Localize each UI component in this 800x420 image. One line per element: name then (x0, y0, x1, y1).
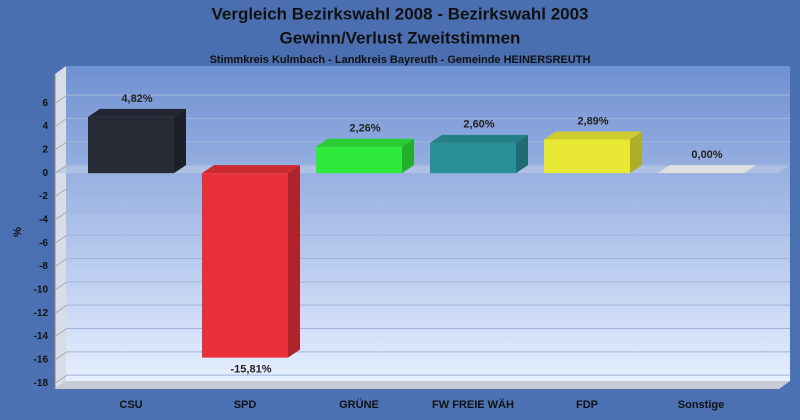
grid-line (54, 328, 68, 337)
y-tick-label: 0 (42, 168, 48, 179)
value-label: 2,60% (463, 119, 494, 131)
value-label: 0,00% (691, 149, 722, 161)
bar-top (202, 165, 300, 174)
y-tick-label: -16 (34, 354, 49, 365)
y-tick-label: -6 (39, 238, 48, 249)
bar-side (288, 165, 300, 358)
y-tick-label: -4 (39, 214, 48, 225)
grid-line (54, 304, 68, 314)
x-tick-label: CSU (119, 399, 142, 411)
grid-line (54, 374, 68, 384)
y-tick-label: -14 (34, 331, 49, 342)
bar (544, 139, 630, 174)
x-tick-label: GRÜNE (339, 398, 379, 411)
y-tick-label: -12 (34, 308, 49, 319)
x-tick-label: Sonstige (678, 399, 724, 411)
bar-top (88, 108, 186, 117)
grid-line (54, 211, 68, 221)
grid-line (54, 258, 68, 267)
grid-line (54, 234, 68, 244)
bar-top (430, 134, 528, 143)
x-tick-label: SPD (234, 399, 257, 411)
marks (88, 108, 756, 358)
value-label: 4,82% (121, 93, 152, 105)
chart-subtitle: Gewinn/Verlust Zweitstimmen (280, 28, 521, 47)
bar (316, 146, 402, 174)
bar-top (658, 165, 756, 174)
bar-side (174, 108, 186, 174)
x-tick-label: FW FREIE WÄH (432, 398, 514, 411)
y-tick-label: 2 (42, 144, 48, 155)
chart-title: Vergleich Bezirkswahl 2008 - Bezirkswahl… (211, 4, 588, 23)
grid-line (54, 118, 68, 127)
y-tick-label: 6 (42, 98, 48, 109)
bar-side (516, 134, 528, 174)
bar-side (402, 138, 414, 174)
y-tick-label: 4 (42, 121, 48, 132)
grid-line (54, 164, 68, 174)
value-label: 2,89% (577, 115, 608, 127)
floor (55, 381, 790, 389)
x-tick-label: FDP (576, 399, 598, 411)
bar (430, 142, 516, 174)
y-axis-label: % (12, 227, 24, 237)
grid-line (54, 94, 68, 104)
bar (88, 116, 174, 174)
y-tick-label: -2 (39, 191, 48, 202)
y-tick-label: -8 (39, 261, 48, 272)
annotation: Stimmkreis Kulmbach - Landkreis Bayreuth… (210, 54, 591, 66)
grid-line (54, 351, 68, 361)
side-wall (55, 66, 66, 389)
bar-top (316, 138, 414, 147)
value-label: -15,81% (231, 364, 272, 376)
y-tick-label: -10 (34, 284, 49, 295)
value-label: 2,26% (349, 123, 380, 135)
bar (202, 173, 288, 358)
bar-side (630, 131, 642, 174)
grid-line (54, 141, 68, 151)
bar-top (544, 131, 642, 140)
grid-line (54, 188, 68, 197)
grid-line (54, 281, 68, 291)
y-tick-label: -18 (34, 378, 49, 389)
